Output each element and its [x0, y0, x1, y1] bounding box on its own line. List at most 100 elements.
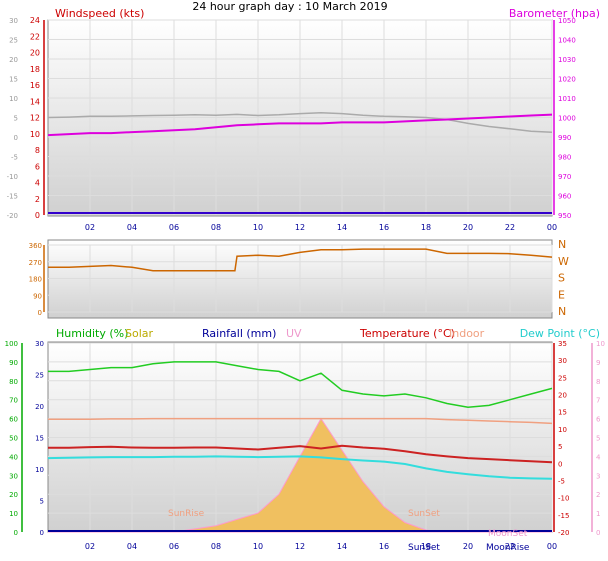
wind-direction-line — [48, 248, 553, 272]
x-tick-label: 08 — [211, 223, 221, 232]
x-tick-label: 22 — [505, 542, 515, 551]
y-tick-label: 20 — [30, 49, 40, 58]
chart-title: 24 hour graph day : 10 March 2019 — [192, 0, 387, 13]
y-tick-label: -10 — [7, 173, 18, 181]
y-tick-label: 20 — [35, 403, 44, 411]
y-tick-label: 20 — [9, 491, 18, 499]
y-tick-label: 5 — [14, 115, 18, 123]
barometer-label: Barometer (hpa) — [509, 7, 600, 20]
y-tick-label: 5 — [40, 498, 44, 506]
moonrise-annotation: MoonRise — [486, 543, 530, 553]
y-tick-label: 2 — [35, 195, 40, 204]
solar-label: Solar — [125, 327, 154, 340]
temperature-label: Temperature (°C) — [359, 327, 455, 340]
y-tick-label: 6 — [35, 162, 40, 171]
y-tick-label: 20 — [9, 56, 18, 64]
x-tick-label: 12 — [295, 223, 305, 232]
y-tick-label: 20 — [558, 392, 567, 400]
barometer-line — [47, 113, 553, 137]
y-tick-label: 100 — [5, 340, 18, 348]
y-tick-label: 14 — [30, 97, 40, 106]
y-tick-label: 0 — [596, 529, 600, 537]
y-tick-label: 0 — [558, 460, 562, 468]
x-tick-label: 18 — [421, 223, 431, 232]
y-tick-label: -20 — [7, 212, 18, 220]
y-tick-label: 960 — [558, 193, 571, 201]
y-tick-label: 4 — [35, 179, 40, 188]
temperature-line — [48, 444, 553, 464]
sunset-annotation: SunSet — [408, 509, 440, 519]
y-tick-label: 25 — [558, 374, 567, 382]
y-tick-label: 70 — [9, 397, 18, 405]
humidity-label: Humidity (%) — [56, 327, 128, 340]
y-tick-label: 16 — [30, 81, 40, 90]
uv-label: UV — [286, 327, 302, 340]
x-tick-label: 10 — [253, 542, 263, 551]
y-tick-label: 15 — [9, 76, 18, 84]
y-tick-label: 15 — [35, 435, 44, 443]
x-tick-label: 00 — [547, 223, 557, 232]
x-tick-label: 18 — [421, 542, 431, 551]
y-tick-label: 60 — [9, 416, 18, 424]
y-tick-label: 990 — [558, 134, 571, 142]
y-tick-label: 0 — [14, 529, 18, 537]
y-tick-label: 1 — [596, 510, 600, 518]
y-tick-label: 10 — [558, 426, 567, 434]
y-tick-label: 5 — [558, 443, 562, 451]
y-tick-label: 30 — [9, 472, 18, 480]
indoor-temperature-line — [48, 417, 553, 425]
y-tick-label: 35 — [558, 340, 567, 348]
y-tick-label: -5 — [11, 154, 18, 162]
y-tick-label: 24 — [30, 16, 40, 25]
y-tick-label: 180 — [29, 276, 42, 284]
y-tick-label: 1020 — [558, 76, 576, 84]
y-tick-label: 6 — [596, 416, 601, 424]
y-tick-label: 950 — [558, 212, 571, 220]
y-tick-label: 15 — [558, 409, 567, 417]
y-tick-label: 1010 — [558, 95, 576, 103]
y-tick-label: S — [558, 272, 565, 285]
y-tick-label: 1030 — [558, 56, 576, 64]
y-tick-label: -10 — [558, 495, 569, 503]
y-tick-label: N — [558, 305, 566, 318]
y-tick-label: 980 — [558, 154, 571, 162]
x-tick-label: 12 — [295, 542, 305, 551]
x-tick-label: 08 — [211, 542, 221, 551]
y-tick-label: 8 — [35, 146, 40, 155]
y-tick-label: 5 — [596, 435, 600, 443]
y-tick-label: 10 — [9, 510, 18, 518]
y-tick-label: 10 — [9, 95, 18, 103]
y-tick-label: -15 — [558, 512, 569, 520]
y-tick-label: 7 — [596, 397, 600, 405]
y-tick-label: 270 — [29, 259, 42, 267]
y-tick-label: 90 — [33, 292, 42, 300]
y-tick-label: 0 — [38, 309, 42, 317]
x-tick-label: 16 — [379, 542, 389, 551]
windspeed-label: Windspeed (kts) — [55, 7, 144, 20]
y-tick-label: 3 — [596, 472, 600, 480]
y-tick-label: 18 — [30, 65, 40, 74]
y-tick-label: 30 — [558, 357, 567, 365]
sunrise-annotation: SunRise — [168, 509, 205, 519]
y-tick-label: 970 — [558, 173, 571, 181]
y-tick-label: 1050 — [558, 17, 576, 25]
y-tick-label: 25 — [35, 372, 44, 380]
y-tick-label: 2 — [596, 491, 600, 499]
y-tick-label: 0 — [40, 529, 44, 537]
y-tick-label: E — [558, 288, 565, 301]
y-tick-label: N — [558, 238, 566, 251]
x-tick-label: 14 — [337, 223, 347, 232]
x-tick-label: 14 — [337, 542, 347, 551]
y-tick-label: 10 — [30, 130, 40, 139]
y-tick-label: 8 — [596, 378, 600, 386]
moonset-annotation: MoonSet — [488, 529, 528, 539]
y-tick-label: 30 — [9, 17, 18, 25]
dewpoint-line — [47, 455, 553, 480]
x-tick-label: 00 — [547, 542, 557, 551]
y-tick-label: -15 — [7, 193, 18, 201]
x-tick-label: 04 — [127, 542, 137, 551]
y-tick-label: 10 — [596, 340, 605, 348]
x-tick-label: 10 — [253, 223, 263, 232]
y-tick-label: 80 — [9, 378, 18, 386]
